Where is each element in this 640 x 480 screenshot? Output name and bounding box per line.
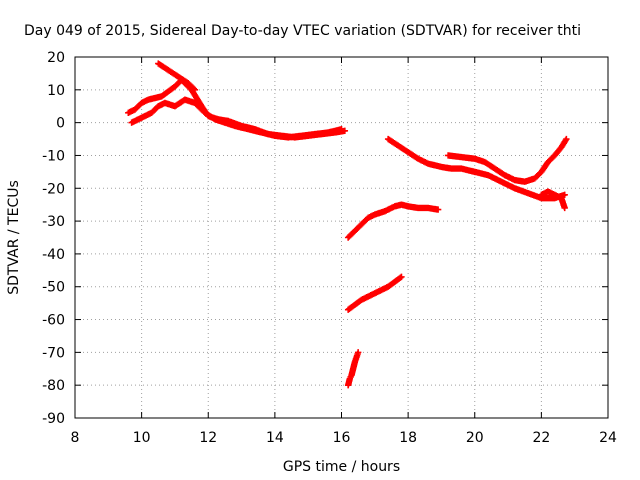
y-tick-label: 20 <box>47 50 65 66</box>
x-tick-label: 8 <box>71 430 80 446</box>
series-markers <box>344 201 442 241</box>
y-tick-label: -60 <box>42 313 65 329</box>
series-arc-5 <box>444 135 570 185</box>
y-tick-label: -90 <box>42 411 65 427</box>
x-tick-label: 12 <box>199 430 217 446</box>
y-tick-labels: 20 10 0 -10 -20 -30 -40 -50 -60 -70 -80 -90 <box>42 50 65 427</box>
series-arc-4 <box>384 135 568 202</box>
series-markers <box>128 96 345 141</box>
y-tick-label: -50 <box>42 280 65 296</box>
x-tick-label: 10 <box>133 430 151 446</box>
series-arc-6 <box>538 188 568 212</box>
x-tick-label: 18 <box>399 430 417 446</box>
series-markers <box>344 349 362 389</box>
y-tick-label: 10 <box>47 83 65 99</box>
series-arc-7 <box>344 201 442 241</box>
series-markers <box>538 188 568 212</box>
y-tick-label: -70 <box>42 345 65 361</box>
data-series <box>125 60 570 389</box>
series-arc-8 <box>344 273 405 313</box>
plot-frame <box>74 56 609 419</box>
series-arc-9 <box>344 349 362 389</box>
x-tick-label: 20 <box>466 430 484 446</box>
x-tick-label: 14 <box>266 430 284 446</box>
series-markers <box>384 135 568 202</box>
series-arc-2 <box>128 96 345 141</box>
y-axis-label: SDTVAR / TECUs <box>6 180 22 295</box>
x-tick-label: 24 <box>599 430 617 446</box>
series-markers <box>344 273 405 313</box>
x-tick-label: 22 <box>532 430 550 446</box>
y-tick-label: -40 <box>42 247 65 263</box>
grid-lines <box>75 57 608 418</box>
chart-title: Day 049 of 2015, Sidereal Day-to-day VTE… <box>24 23 581 39</box>
x-tick-labels: 8 10 12 14 16 18 20 22 24 <box>71 430 617 446</box>
x-axis-label: GPS time / hours <box>283 459 400 475</box>
y-tick-label: 0 <box>56 116 65 132</box>
y-tick-label: -30 <box>42 214 65 230</box>
series-markers <box>444 135 570 185</box>
series-markers <box>155 60 199 94</box>
y-tick-label: -20 <box>42 181 65 197</box>
x-tick-label: 16 <box>333 430 351 446</box>
y-tick-label: -10 <box>42 148 65 164</box>
series-arc-3 <box>155 60 199 94</box>
y-tick-label: -80 <box>42 378 65 394</box>
